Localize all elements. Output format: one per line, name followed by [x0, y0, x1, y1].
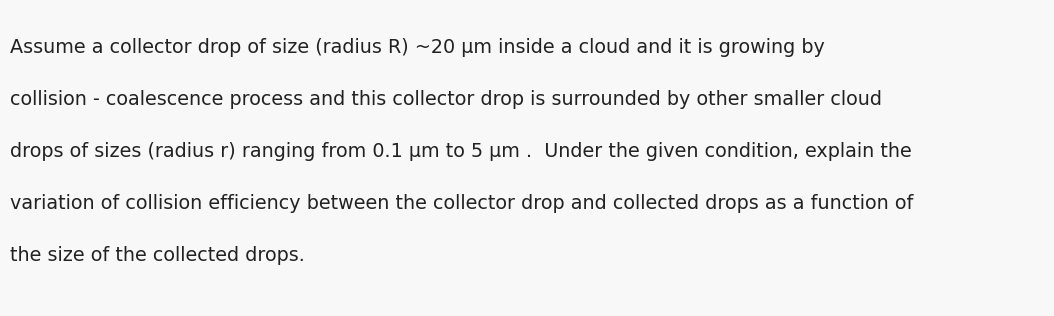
Text: variation of collision efficiency between the collector drop and collected drops: variation of collision efficiency betwee…: [9, 194, 914, 213]
Text: collision - coalescence process and this collector drop is surrounded by other s: collision - coalescence process and this…: [9, 90, 882, 109]
Text: drops of sizes (radius r) ranging from 0.1 μm to 5 μm .  Under the given conditi: drops of sizes (radius r) ranging from 0…: [9, 142, 912, 161]
Text: the size of the collected drops.: the size of the collected drops.: [9, 246, 305, 265]
Text: Assume a collector drop of size (radius R) ~20 μm inside a cloud and it is growi: Assume a collector drop of size (radius …: [9, 38, 825, 57]
